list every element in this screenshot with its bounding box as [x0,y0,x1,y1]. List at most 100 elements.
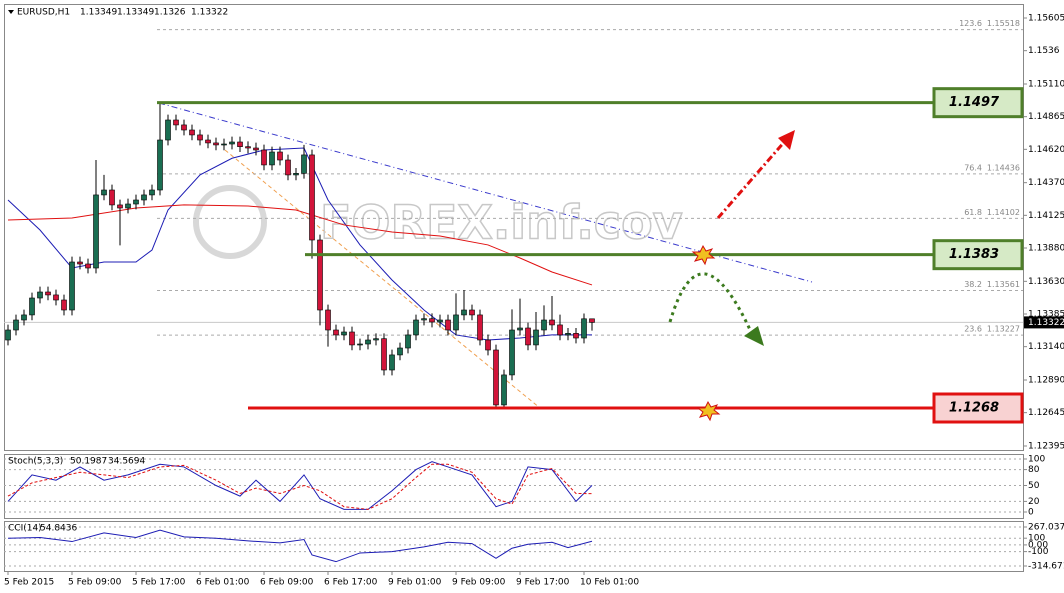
candle-body [261,149,267,166]
y-tick-label: 100 [1028,534,1045,544]
candle-body [285,159,291,176]
candle-body [501,374,507,406]
candle-body [373,338,379,341]
indicator-value: 50.1987 [70,457,107,467]
y-tick-label: 1.13385 [1028,310,1064,320]
candle-body [101,189,107,196]
candle-body [93,194,99,269]
y-tick-label: 1.14370 [1028,178,1064,188]
candle-body [437,319,443,323]
candle-body [381,338,387,371]
cci-panel [4,521,1024,572]
fib-level: 123.6 [959,19,982,28]
watermark-group: FOREX.inf.cov [193,185,683,259]
level-label: 1.1268 [949,401,999,416]
candle-body [13,319,19,331]
down-arrow [668,272,754,335]
price-tag-label: 1.13322 [1028,318,1064,328]
candle-body [421,318,427,321]
level-box [932,87,1024,119]
y-tick-label: 80 [1028,465,1040,475]
y-tick-label: -314.6711 [1028,561,1064,571]
candle-body [325,309,331,331]
y-tick-label: 20 [1028,497,1040,507]
candle-body [517,327,523,331]
candle-body [405,334,411,349]
candle-body [253,147,259,151]
candle-body [525,327,531,346]
header-low: 1.1326 [154,8,186,18]
candle-body [533,329,539,346]
candle-body [309,154,315,241]
indicator-title: Stoch(5,3,3) [8,457,63,467]
fib-level: 61.8 [964,208,982,217]
candle-body [117,204,123,209]
plot: 1.15605 1.1536 1.15110 1.14865 1.14620 1.1437… [4,8,1064,588]
x-tick-label: 9 Feb 01:00 [388,578,442,588]
candle-body [365,339,371,345]
fib-price: 1.13561 [987,280,1020,289]
y-tick-label: -100 [1028,547,1049,557]
candle-body [341,331,347,336]
candle-body [237,141,243,147]
y-tick-label: 1.14865 [1028,112,1064,122]
y-tick-label: 1.15110 [1028,80,1064,90]
fib-trend [224,149,541,409]
y-tick-label: 1.13140 [1028,342,1064,352]
candle-body [109,189,115,206]
candle-body [269,151,275,166]
y-tick-label: 100 [1028,454,1045,464]
candle-body [301,154,307,174]
candle-body [549,319,555,326]
price-tag [1024,316,1064,329]
candle-body [53,294,59,301]
indicator-title: CCI(14) [8,524,42,534]
x-tick-label: 9 Feb 17:00 [516,578,570,588]
fib-level: 38.2 [964,280,982,289]
y-tick-label: 1.14125 [1028,211,1064,221]
fib-price: 1.13227 [987,325,1020,334]
candle-body [149,189,155,196]
fib-level: 76.4 [964,163,982,172]
candle-body [197,134,203,141]
y-tick-label: 0 [1028,508,1034,518]
header-close: 1.13322 [191,8,228,18]
indicator-value: 54.8436 [40,524,77,534]
header-open: 1.13349 [80,8,117,18]
candle-body [581,318,587,339]
y-tick-label: 267.0376 [1028,523,1064,533]
candle-body [61,299,67,311]
x-tick-label: 6 Feb 09:00 [260,578,314,588]
candle-body [589,318,595,323]
level-box [932,239,1024,271]
y-tick-label: 1.12890 [1028,376,1064,386]
x-tick-label: 6 Feb 01:00 [196,578,250,588]
y-tick-label: 1.12645 [1028,408,1064,418]
candle-body [29,297,35,316]
x-tick-label: 5 Feb 17:00 [132,578,186,588]
candle-body [317,239,323,311]
candle-body [21,314,27,321]
candle-body [245,146,251,149]
candle-body [133,199,139,205]
candle-body [5,329,11,341]
candle-body [493,349,499,406]
x-tick-label: 6 Feb 17:00 [324,578,378,588]
header-high: 1.13349 [117,8,154,18]
indicator-value: 34.5694 [108,457,145,467]
fib-price: 1.14436 [987,163,1020,172]
candle-body [189,129,195,136]
candle-body [229,141,235,145]
level-label: 1.1383 [949,247,999,262]
down-arrow-head [744,326,764,346]
star-marker [696,400,721,422]
indicator-line [7,461,593,510]
candle-body [469,309,475,316]
candle-body [477,314,483,341]
up-arrow [716,139,788,219]
candle-body [69,261,75,311]
candle-body [429,318,435,323]
candle-body [565,333,571,336]
candle-body [85,263,91,269]
